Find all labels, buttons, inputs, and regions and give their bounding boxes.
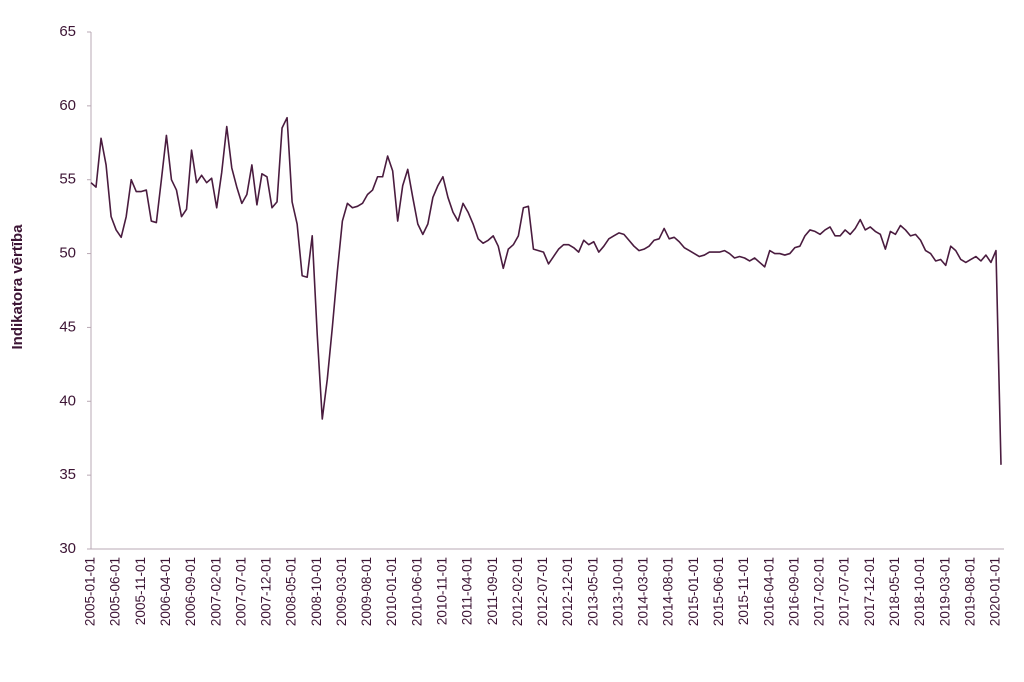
x-tick-label: 2007-12-01: [259, 557, 274, 626]
x-tick-label: 2012-02-01: [510, 557, 525, 626]
x-tick-label: 2010-11-01: [434, 557, 449, 625]
x-tick-label: 2016-09-01: [786, 557, 801, 626]
x-tick-label: 2019-08-01: [962, 557, 977, 626]
y-tick-label: 65: [59, 23, 76, 40]
x-tick-label: 2017-07-01: [837, 557, 852, 626]
x-tick-label: 2008-05-01: [284, 557, 299, 626]
x-tick-label: 2007-02-01: [208, 557, 223, 626]
x-tick-label: 2008-10-01: [309, 557, 324, 626]
x-tick-label: 2006-09-01: [183, 557, 198, 626]
y-tick-label: 35: [59, 466, 76, 483]
x-tick-label: 2016-04-01: [761, 557, 776, 626]
x-tick-label: 2012-12-01: [560, 557, 575, 626]
x-tick-label: 2018-10-01: [912, 557, 927, 626]
y-tick-label: 45: [59, 318, 76, 335]
x-tick-label: 2005-11-01: [133, 557, 148, 625]
x-tick-label: 2015-06-01: [711, 557, 726, 626]
x-tick-label: 2017-12-01: [862, 557, 877, 626]
x-tick-label: 2005-06-01: [108, 557, 123, 626]
y-tick-label: 55: [59, 171, 76, 188]
x-tick-label: 2011-04-01: [460, 557, 475, 625]
x-tick-label: 2007-07-01: [233, 557, 248, 626]
y-axis-title: Indikatora vērtība: [9, 224, 26, 350]
y-tick-label: 30: [59, 540, 76, 557]
x-tick-label: 2009-08-01: [359, 557, 374, 626]
x-tick-label: 2006-04-01: [158, 557, 173, 626]
x-tick-label: 2010-01-01: [384, 557, 399, 626]
x-tick-label: 2013-05-01: [585, 557, 600, 626]
x-tick-label: 2014-08-01: [661, 557, 676, 626]
x-tick-label: 2014-03-01: [636, 557, 651, 626]
y-tick-label: 60: [59, 97, 76, 114]
x-tick-label: 2018-05-01: [887, 557, 902, 626]
x-tick-label: 2017-02-01: [812, 557, 827, 626]
x-tick-label: 2013-10-01: [610, 557, 625, 626]
data-line: [90, 116, 1002, 465]
x-tick-label: 2015-11-01: [736, 557, 751, 625]
x-tick-label: 2009-03-01: [334, 557, 349, 626]
x-tick-label: 2012-07-01: [535, 557, 550, 626]
x-tick-label: 2019-03-01: [937, 557, 952, 626]
x-tick-label: 2020-01-01: [988, 557, 1003, 626]
x-tick-label: 2010-06-01: [409, 557, 424, 626]
x-tick-label: 2015-01-01: [686, 557, 701, 626]
x-tick-label: 2005-01-01: [83, 557, 98, 626]
y-tick-label: 40: [59, 392, 76, 409]
x-tick-label: 2011-09-01: [485, 557, 500, 625]
y-tick-label: 50: [59, 245, 76, 262]
